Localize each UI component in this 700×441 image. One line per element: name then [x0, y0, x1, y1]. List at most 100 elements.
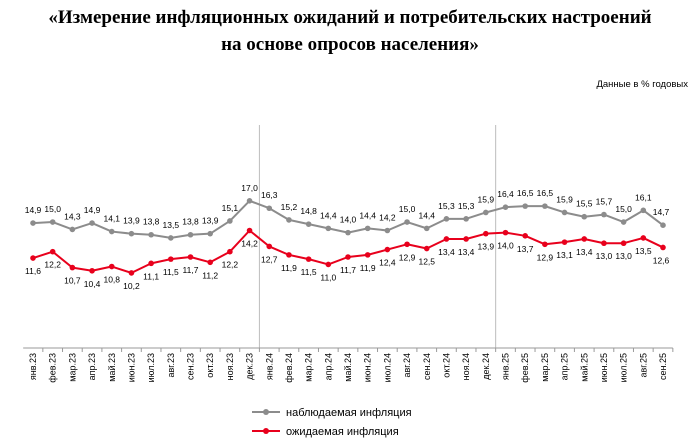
x-tick-label: май.23 [107, 353, 117, 382]
units-note: Данные в % годовых [596, 79, 688, 90]
data-label: 11,6 [25, 266, 41, 276]
data-label: 10,7 [64, 276, 81, 286]
data-label: 13,9 [123, 216, 140, 226]
data-label: 14,4 [359, 210, 376, 220]
data-label: 11,2 [202, 270, 218, 280]
data-label: 16,3 [261, 190, 278, 200]
legend-swatch-marker [263, 428, 269, 434]
series-layer: 14,9 15,014,314,914,1 13,9 13,8 13,5 13,8 13,9… [25, 183, 670, 291]
data-point [640, 207, 647, 214]
data-label: 13,4 [458, 247, 475, 257]
data-label: 14,7 [653, 207, 670, 217]
legend-label: наблюдаемая инфляция [286, 407, 412, 419]
data-point [49, 219, 56, 225]
data-label: 10,4 [84, 279, 101, 289]
legend-item: наблюдаемая инфляция [252, 407, 412, 419]
data-label: 13,5 [635, 246, 652, 256]
year-separators [258, 125, 497, 348]
data-label: 13,9 [478, 242, 495, 252]
chart-title-line-2: на основе опросов населения» [221, 34, 479, 55]
data-label: 16,5 [537, 188, 554, 198]
data-point [384, 227, 391, 234]
data-label: 14,1 [103, 214, 120, 224]
x-tick-label: авг.25 [638, 353, 648, 377]
data-label: 10,2 [123, 281, 140, 291]
data-label: 12,2 [222, 260, 239, 270]
data-label: 16,5 [517, 188, 534, 198]
chart-title: «Измерение инфляционных ожиданий и потре… [0, 4, 700, 58]
data-point [463, 236, 469, 242]
x-tick-label: авг.24 [402, 353, 412, 377]
x-tick-label: окт.24 [441, 353, 451, 378]
data-label: 14,4 [418, 210, 435, 220]
data-label: 15,0 [399, 204, 416, 214]
data-point [148, 231, 154, 238]
x-tick-label: май.25 [579, 353, 589, 382]
data-point [148, 260, 154, 267]
data-label: 11,9 [281, 263, 297, 273]
data-label: 14,9 [84, 205, 101, 215]
data-point [305, 221, 312, 227]
data-point [266, 205, 273, 212]
data-point [345, 254, 351, 260]
data-point [522, 233, 528, 239]
legend: наблюдаемая инфляция ожидаемая инфляция [252, 407, 412, 438]
data-point [286, 252, 292, 258]
data-label: 15,0 [615, 204, 632, 214]
data-point [89, 220, 95, 226]
x-tick-label: апр.23 [87, 353, 97, 380]
data-point [423, 245, 430, 252]
data-label: 12,9 [537, 252, 554, 262]
data-point [187, 231, 194, 238]
data-point [660, 222, 666, 228]
data-point [561, 209, 568, 216]
data-point [128, 270, 135, 276]
data-point [168, 235, 174, 241]
x-tick-label: янв.23 [28, 353, 38, 380]
data-point [581, 236, 588, 242]
data-point [502, 229, 509, 236]
data-label: 11,7 [340, 265, 356, 275]
data-point [601, 211, 607, 218]
data-label: 13,4 [438, 247, 455, 257]
data-point [325, 225, 332, 232]
data-label: 12,2 [44, 260, 61, 270]
data-point [620, 219, 627, 225]
x-tick-label: июн.24 [363, 353, 373, 382]
data-point [207, 259, 213, 266]
data-point [404, 219, 410, 225]
data-point [561, 239, 568, 245]
data-label: 14,8 [300, 206, 317, 216]
data-label: 12,5 [418, 257, 435, 267]
data-label: 12,9 [399, 252, 416, 262]
data-point [601, 240, 607, 247]
data-label: 10,8 [103, 275, 120, 285]
x-tick-label: июл.25 [619, 353, 629, 382]
data-label: 14,0 [497, 241, 514, 251]
data-label: 11,5 [163, 267, 179, 277]
data-point [266, 243, 273, 250]
data-label: 14,2 [379, 213, 396, 223]
data-point [207, 230, 213, 237]
legend-swatch-marker [263, 409, 269, 415]
data-point [30, 255, 36, 261]
data-label: 13,0 [596, 251, 613, 261]
data-point [364, 225, 371, 232]
data-label: 14,0 [340, 215, 357, 225]
data-label: 12,4 [379, 258, 396, 268]
data-point [187, 254, 194, 260]
data-point [168, 256, 174, 262]
data-point [69, 226, 76, 233]
x-tick-label: сен.24 [422, 353, 432, 380]
legend-label: ожидаемая инфляция [286, 426, 399, 438]
x-tick-label: сен.23 [186, 353, 196, 380]
data-point [305, 256, 312, 262]
data-point [581, 213, 588, 220]
data-point [522, 203, 528, 209]
data-point [502, 204, 509, 210]
data-point [325, 261, 332, 268]
data-label: 11,9 [360, 263, 376, 273]
x-tick-label: янв.24 [264, 353, 274, 380]
data-point [246, 198, 253, 204]
data-point [227, 218, 233, 224]
